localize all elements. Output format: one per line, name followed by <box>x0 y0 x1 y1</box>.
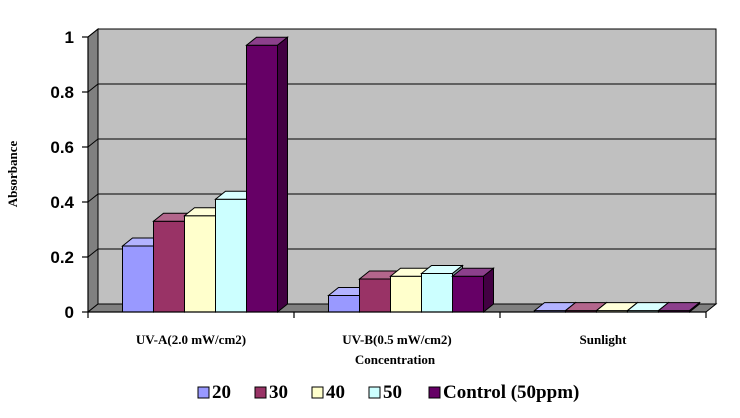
bar-front <box>184 215 216 313</box>
gridline <box>87 193 716 203</box>
y-tick-label: 0.6 <box>50 138 74 157</box>
legend-swatch <box>254 386 267 399</box>
bar <box>245 36 289 314</box>
gridline <box>87 83 716 93</box>
gridlines <box>87 28 716 258</box>
axes: 0 0.2 0.4 0.6 0.8 1 UV-A(2.0 mW/cm2) UV-B(0.5 m… <box>50 28 707 347</box>
legend-label: 50 <box>383 382 402 403</box>
y-tick-label: 0 <box>65 303 74 322</box>
legend-swatch <box>197 386 210 399</box>
gridline <box>87 138 716 148</box>
y-tick-label: 0.8 <box>50 83 74 102</box>
y-axis-title: Absorbance <box>5 141 20 208</box>
bar-front <box>122 245 154 313</box>
y-tick-label: 0.4 <box>50 193 74 212</box>
bar-front <box>421 273 453 313</box>
bar-side <box>483 267 494 314</box>
legend-label: 40 <box>326 382 345 403</box>
legend-swatch <box>428 386 441 399</box>
legend-label: 30 <box>269 382 288 403</box>
legend-swatch <box>368 386 381 399</box>
legend-label: Control (50ppm) <box>443 382 579 403</box>
bar-side <box>277 36 288 314</box>
bar-front <box>359 278 391 313</box>
x-tick-label: Sunlight <box>580 332 628 347</box>
legend-label: 20 <box>212 382 231 403</box>
side-wall <box>87 27 99 314</box>
bar-front <box>452 275 484 313</box>
x-tick-label: UV-A(2.0 mW/cm2) <box>136 332 246 347</box>
legend: 20 30 40 50 Control (50ppm) <box>197 382 579 403</box>
x-axis-title: Concentration <box>355 352 436 367</box>
legend-swatch <box>311 386 324 399</box>
gridline <box>87 248 716 258</box>
bar-front <box>390 275 422 313</box>
gridline <box>87 28 716 38</box>
x-tick-label: UV-B(0.5 mW/cm2) <box>342 332 452 347</box>
bar-front <box>215 198 247 313</box>
y-tick-label: 1 <box>65 28 74 47</box>
y-tick-label: 0.2 <box>50 248 74 267</box>
bar-front <box>328 295 360 313</box>
bars <box>121 36 701 314</box>
bar-front <box>246 44 278 313</box>
bar <box>657 301 701 314</box>
bar <box>451 267 495 314</box>
bar-front <box>153 220 185 313</box>
